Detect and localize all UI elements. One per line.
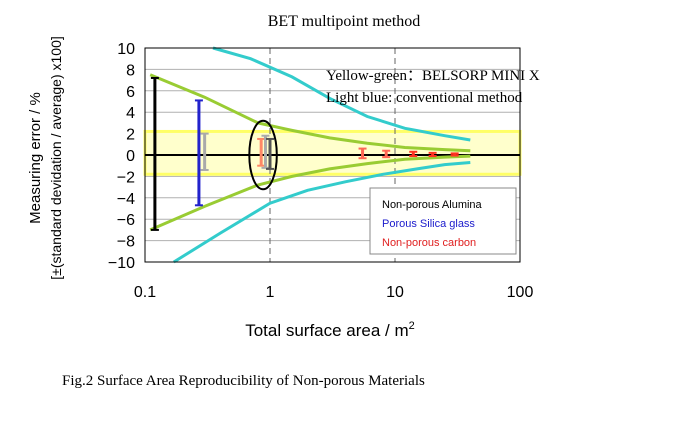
y-tick-label-1: 8 [126,62,135,79]
legend-entry-carbon: Non-porous carbon [382,237,476,249]
x-tick-label-3: 100 [507,284,534,301]
chart-title: BET multipoint method [268,13,421,30]
legend: Non-porous Alumina Porous Silica glass N… [369,187,517,255]
figure-caption: Fig.2 Surface Area Reproducibility of No… [62,373,425,389]
legend-entry-silica: Porous Silica glass [382,218,475,230]
x-tick-label-2: 10 [386,284,404,301]
y-tick-label-7: −4 [117,191,135,208]
x-tick-label-1: 1 [266,284,275,301]
series-0-lower-line [149,154,471,232]
annotation-conventional: Light blue: conventional method [326,90,523,106]
series-0-upper-line [149,73,471,153]
y-axis-label-line1: Measuring error / % [27,92,44,224]
y-tick-label-0: 10 [117,41,135,58]
plot-frame [144,47,521,263]
y-tick-label-8: −6 [117,212,135,229]
x-axis-label-superscript: 2 [409,320,415,332]
x-axis-label: Total surface area / m2 [245,320,415,340]
y-tick-label-9: −8 [117,234,135,251]
x-tick-label-0: 0.1 [134,284,156,301]
y-tick-label-3: 4 [126,105,135,122]
y-tick-label-6: −2 [117,169,135,186]
y-tick-label-10: −10 [108,255,135,272]
series-1-lower-line [173,161,471,264]
y-tick-label-4: 2 [126,127,135,144]
legend-box [369,187,517,255]
legend-entry-alumina: Non-porous Alumina [382,199,483,211]
x-axis-label-text: Total surface area / m [245,321,408,340]
y-axis-label-line2: [±(standard devidation / average) x100] [48,36,64,280]
series-1-upper-line [212,46,471,142]
highlight-ellipse [248,119,278,191]
y-tick-label-5: 0 [126,148,135,165]
y-tick-label-2: 6 [126,84,135,101]
annotation-belsorp: Yellow-green：BELSORP MINI X [326,68,540,84]
plot-area: 10 8 6 4 2 0 −2 −4 −6 −8 −10 0.1 1 10 100 [108,41,534,301]
